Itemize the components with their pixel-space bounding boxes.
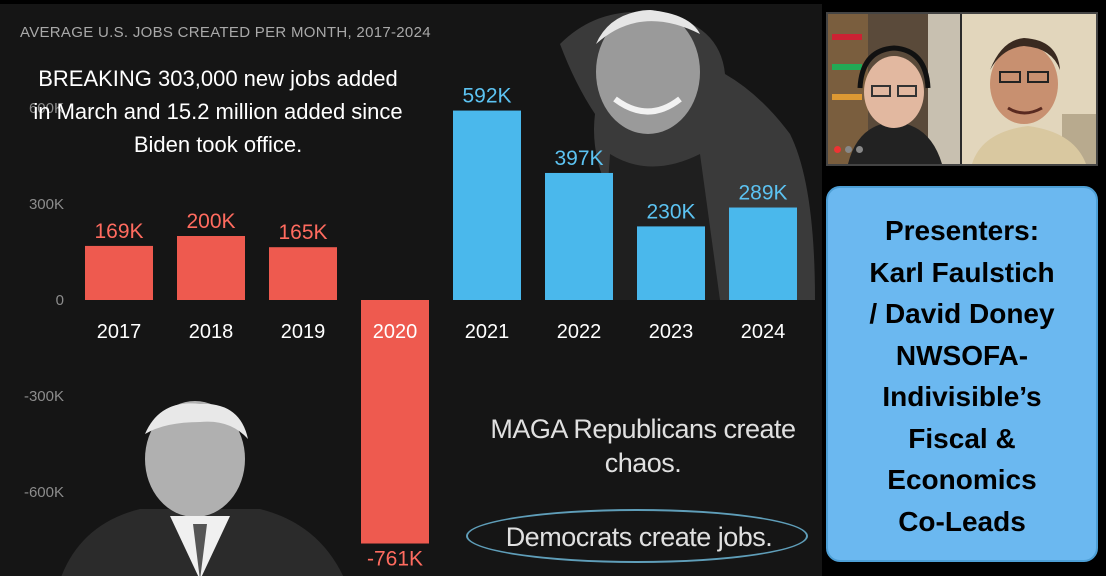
person-avatar-left [828, 14, 960, 164]
participant-video-left[interactable] [828, 14, 960, 164]
x-tick-label: 2024 [741, 321, 786, 343]
bar-2020 [361, 300, 429, 544]
jobs-bar-chart: 600K 300K 0 -300K -600K 2017 2018 2019 2020 2021… [24, 10, 815, 576]
value-label: 397K [554, 147, 603, 170]
bar-2024 [729, 207, 797, 300]
bar-2021 [453, 110, 521, 300]
x-tick-label: 2023 [649, 321, 694, 343]
chart-title: AVERAGE U.S. JOBS CREATED PER MONTH, 201… [20, 24, 431, 41]
breaking-news-text: BREAKING 303,000 new jobs added in March… [33, 66, 403, 157]
y-axis: 600K 300K 0 -300K -600K [24, 100, 64, 501]
bar-2023 [637, 226, 705, 300]
bars [85, 110, 797, 544]
presenters-line: Indivisible’s [882, 381, 1042, 412]
value-label: -761K [367, 548, 423, 571]
y-tick-label: 0 [56, 292, 64, 309]
presenters-line: Fiscal & [908, 422, 1016, 454]
presenters-line: Presenters: [884, 215, 1040, 246]
x-axis: 2017 2018 2019 2020 2021 2022 2023 2024 [97, 321, 786, 343]
value-label: 289K [738, 182, 787, 205]
presenters-line: Economics [887, 464, 1037, 495]
x-tick-label: 2021 [465, 321, 510, 343]
y-tick-label: -300K [24, 388, 64, 405]
y-tick-label: -600K [24, 484, 64, 501]
bar-2022 [545, 172, 613, 300]
value-label: 169K [94, 220, 143, 243]
x-tick-label: 2020 [373, 321, 418, 343]
presenters-line: Karl Faulstich [869, 256, 1055, 288]
slide-panel: 600K 300K 0 -300K -600K 2017 2018 2019 2020 2021… [0, 4, 822, 576]
presenters-text: Presenters: Karl Faulstich / David Doney… [828, 210, 1096, 542]
person-avatar-right [962, 14, 1096, 164]
slogan-ellipse [466, 509, 808, 563]
bar-2018 [177, 236, 245, 300]
presenters-line: / David Doney [869, 298, 1055, 329]
x-tick-label: 2018 [189, 321, 234, 343]
video-call-panel [826, 12, 1098, 166]
trump-photo [61, 401, 344, 576]
presenters-line: Co-Leads [898, 505, 1026, 537]
bar-2019 [269, 247, 337, 300]
y-tick-label: 600K [29, 100, 64, 117]
slogan-maga-chaos: MAGA Republicans create chaos. [490, 414, 796, 478]
x-tick-label: 2019 [281, 321, 326, 343]
value-label: 592K [462, 85, 511, 108]
bar-2017 [85, 245, 153, 300]
participant-video-right[interactable] [962, 14, 1096, 164]
x-tick-label: 2022 [557, 321, 602, 343]
value-label: 230K [646, 200, 695, 223]
call-status-dots [834, 140, 867, 158]
presenters-card: Presenters: Karl Faulstich / David Doney… [826, 186, 1098, 562]
presenters-line: NWSOFA- [895, 339, 1029, 371]
value-labels: 169K 200K 165K -761K 592K 397K 230K 289K [94, 85, 787, 571]
value-label: 165K [278, 221, 327, 244]
x-tick-label: 2017 [97, 321, 142, 343]
value-label: 200K [186, 210, 235, 233]
slogan-democrats-jobs: Democrats create jobs. [505, 522, 773, 552]
y-tick-label: 300K [29, 196, 64, 213]
